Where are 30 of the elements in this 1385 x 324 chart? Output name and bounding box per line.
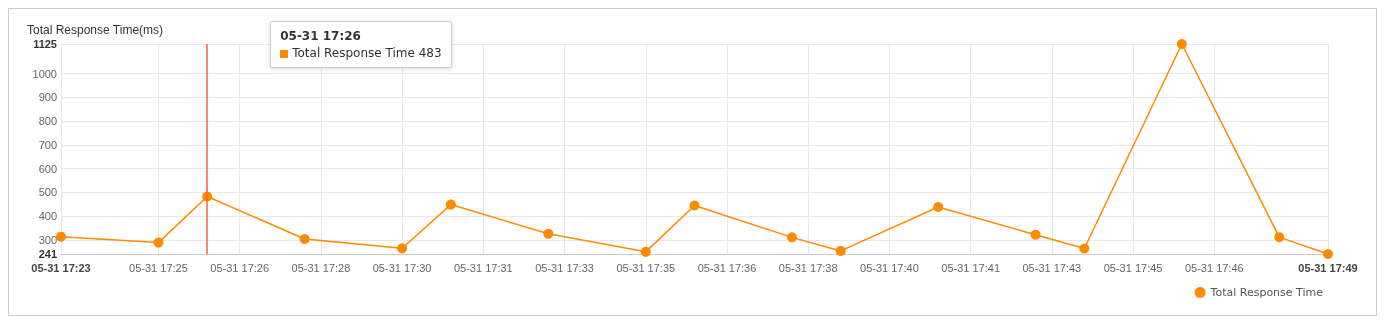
x-tick-label: 05-31 17:45 bbox=[1103, 261, 1163, 274]
x-tick-label: 05-31 17:31 bbox=[453, 261, 513, 274]
x-tick-label: 05-31 17:30 bbox=[372, 261, 432, 274]
x-tick-label: 05-31 17:49 bbox=[1298, 261, 1358, 274]
y-tick-label: 700 bbox=[38, 138, 57, 151]
y-tick-label: 500 bbox=[38, 186, 57, 199]
y-tick-label: 400 bbox=[38, 210, 57, 223]
annotation: Total Response Time 483 bbox=[292, 46, 442, 60]
x-tick-label: 05-31 17:26 bbox=[210, 261, 270, 274]
x-tick-label: 05-31 17:33 bbox=[535, 261, 594, 274]
y-tick-label: 1125 bbox=[33, 38, 57, 50]
y-tick-label: 300 bbox=[38, 233, 57, 246]
y-tick-label: 900 bbox=[38, 91, 57, 104]
legend-label: Total Response Time bbox=[1209, 286, 1324, 299]
x-tick-label: 05-31 17:36 bbox=[697, 261, 757, 274]
y-axis-title: Total Response Time(ms) bbox=[27, 23, 164, 37]
x-tick-label: 05-31 17:43 bbox=[1022, 261, 1082, 274]
x-tick-label: 05-31 17:35 bbox=[616, 261, 676, 274]
y-tick-label: 800 bbox=[38, 115, 57, 128]
y-tick-label: 241 bbox=[38, 248, 57, 260]
x-tick-label: 05-31 17:25 bbox=[129, 261, 188, 274]
y-tick-label: 600 bbox=[38, 162, 57, 175]
tooltip-box: 05-31 17:26 Total Response Time 483 bbox=[270, 21, 452, 68]
x-tick-label: 05-31 17:40 bbox=[860, 261, 919, 274]
x-tick-label: 05-31 17:28 bbox=[291, 261, 351, 274]
x-tick-label: 05-31 17:41 bbox=[941, 261, 1000, 274]
y-tick-label: 1000 bbox=[32, 67, 57, 80]
x-tick-label: 05-31 17:46 bbox=[1184, 261, 1244, 274]
x-tick-label: 05-31 17:38 bbox=[778, 261, 838, 274]
x-tick-label: 05-31 17:23 bbox=[31, 261, 91, 274]
